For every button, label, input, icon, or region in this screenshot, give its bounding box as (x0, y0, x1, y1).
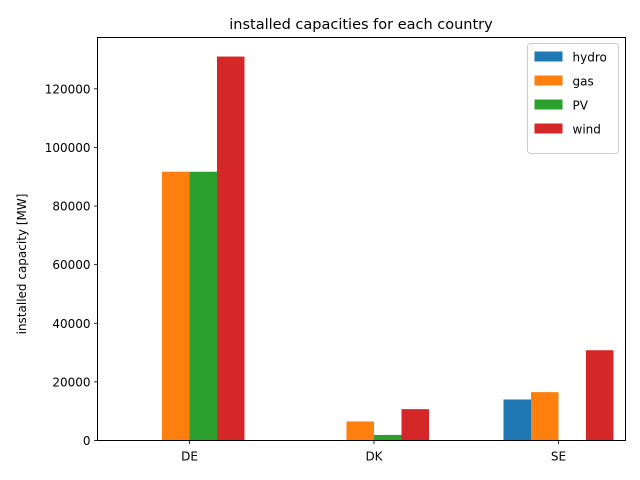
legend-swatch-gas (534, 75, 563, 86)
legend-label-wind: wind (573, 123, 601, 137)
legend-swatch-hydro (534, 51, 563, 62)
y-tick-label: 60000 (52, 258, 90, 272)
chart-title: installed capacities for each country (229, 17, 493, 33)
y-tick-label: 20000 (52, 375, 90, 389)
y-tick-label: 80000 (52, 200, 90, 214)
bar-gas-dk (346, 421, 374, 441)
bar-hydro-se (503, 399, 531, 441)
legend-swatch-pv (534, 99, 563, 110)
y-tick-label: 100000 (45, 141, 91, 155)
bar-pv-de (189, 171, 217, 441)
plot-frame (97, 37, 626, 441)
bar-pv-dk (374, 434, 402, 441)
y-axis-label: installed capacity [MW] (15, 194, 29, 335)
bar-wind-dk (401, 409, 429, 441)
legend-swatch-wind (534, 123, 563, 134)
y-axis-ticks: 0 20000 40000 60000 80000 100000 120000 (45, 82, 98, 448)
legend: hydro gas PV wind (527, 43, 619, 154)
x-tick-label: DK (365, 450, 383, 464)
x-tick-label: SE (551, 450, 566, 464)
x-axis-ticks: DE DK SE (181, 440, 566, 464)
legend-label-hydro: hydro (573, 51, 607, 65)
y-tick-label: 0 (83, 434, 91, 448)
legend-label-pv: PV (573, 99, 589, 113)
bars-layer (162, 56, 614, 441)
bar-gas-se (531, 392, 559, 441)
legend-label-gas: gas (573, 75, 594, 89)
x-tick-label: DE (181, 450, 198, 464)
y-tick-label: 120000 (45, 82, 91, 96)
bar-wind-de (217, 56, 245, 441)
bar-gas-de (162, 171, 190, 441)
bar-wind-se (586, 350, 614, 441)
y-tick-label: 40000 (52, 317, 90, 331)
